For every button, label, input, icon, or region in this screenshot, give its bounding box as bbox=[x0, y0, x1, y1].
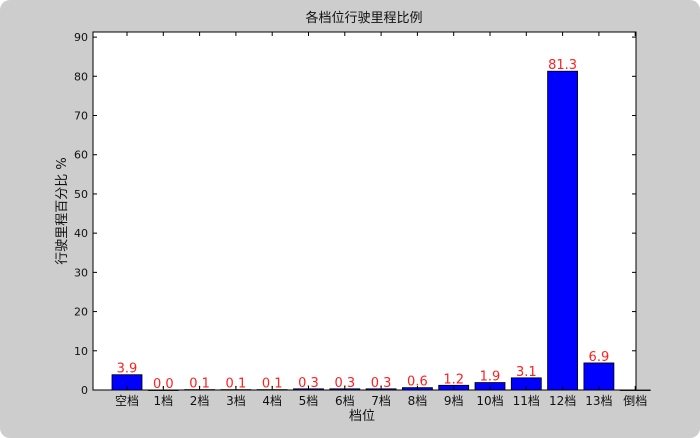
y-tick-label-1: 10 bbox=[74, 345, 88, 358]
x-tick-label-9: 9档 bbox=[444, 394, 464, 408]
y-axis-label: 行驶里程百分比 % bbox=[55, 157, 70, 265]
y-tick-label-4: 40 bbox=[74, 227, 88, 240]
data-label-7: 0.3 bbox=[371, 376, 392, 391]
y-tick-label-7: 70 bbox=[74, 110, 88, 123]
x-tick-label-5: 5档 bbox=[299, 394, 319, 408]
x-tick-label-13: 13档 bbox=[585, 394, 612, 408]
x-axis-label: 档位 bbox=[349, 409, 375, 424]
x-tick-label-8: 8档 bbox=[408, 394, 428, 408]
y-tick-label-9: 90 bbox=[74, 31, 88, 44]
x-tick-label-11: 11档 bbox=[513, 394, 540, 408]
data-label-8: 0.6 bbox=[407, 375, 428, 390]
data-label-10: 1.9 bbox=[480, 370, 501, 385]
x-tick-label-7: 7档 bbox=[371, 394, 391, 408]
data-label-1: 0.0 bbox=[153, 377, 174, 392]
x-tick-label-3: 3档 bbox=[226, 394, 246, 408]
data-label-12: 81.3 bbox=[548, 58, 577, 73]
chart-title: 各档位行驶里程比例 bbox=[305, 10, 422, 26]
data-label-4: 0.1 bbox=[262, 377, 283, 392]
y-tick-label-3: 30 bbox=[74, 266, 88, 279]
bar-13 bbox=[583, 362, 615, 391]
y-tick-label-0: 0 bbox=[81, 384, 88, 397]
y-tick-label-8: 80 bbox=[74, 70, 88, 83]
data-label-6: 0.3 bbox=[334, 376, 355, 391]
x-tick-label-10: 10档 bbox=[476, 394, 503, 408]
data-label-0: 3.9 bbox=[117, 362, 138, 377]
bar-12 bbox=[547, 70, 578, 391]
x-tick-label-12: 12档 bbox=[549, 394, 576, 408]
data-label-5: 0.3 bbox=[298, 376, 319, 391]
data-label-13: 6.9 bbox=[589, 350, 610, 365]
x-tick-label-14: 倒档 bbox=[623, 394, 647, 408]
data-label-3: 0.1 bbox=[226, 377, 247, 392]
data-label-11: 3.1 bbox=[516, 365, 537, 380]
x-tick-label-4: 4档 bbox=[262, 394, 282, 408]
data-label-2: 0.1 bbox=[189, 377, 210, 392]
x-tick-label-0: 空档 bbox=[115, 394, 139, 408]
data-label-9: 1.2 bbox=[443, 372, 464, 387]
y-tick-label-6: 60 bbox=[74, 149, 88, 162]
x-tick-label-6: 6档 bbox=[335, 394, 355, 408]
x-tick-label-2: 2档 bbox=[190, 394, 210, 408]
y-tick-label-5: 50 bbox=[74, 188, 88, 201]
plot-area bbox=[92, 31, 637, 391]
x-tick-label-1: 1档 bbox=[153, 394, 173, 408]
y-tick-label-2: 20 bbox=[74, 306, 88, 319]
